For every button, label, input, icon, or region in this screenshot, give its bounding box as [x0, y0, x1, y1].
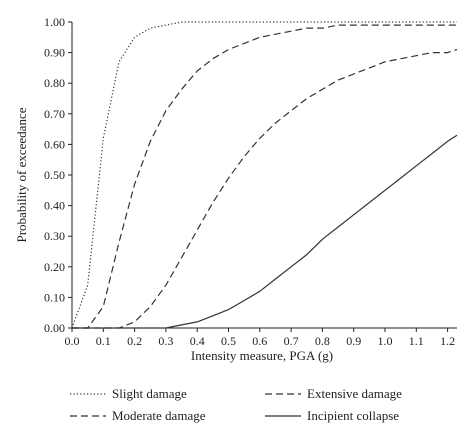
x-axis-title: Intensity measure, PGA (g) — [191, 348, 333, 363]
y-tick-label: 0.60 — [44, 137, 65, 151]
y-ticks: 0.00 0.10 0.20 0.30 0.40 0.50 0.60 0.70 0.80 0.90… — [44, 15, 72, 335]
y-axis-title: Probability of exceedance — [14, 107, 29, 242]
y-tick-label: 0.90 — [44, 46, 65, 60]
legend-label-1: Moderate damage — [112, 408, 206, 423]
axes — [71, 22, 457, 329]
y-tick-label: 1.00 — [44, 15, 65, 29]
y-tick-label: 0.00 — [44, 321, 65, 335]
y-tick-label: 0.20 — [44, 260, 65, 274]
x-tick-label: 0.4 — [190, 334, 205, 348]
x-tick-label: 0.1 — [96, 334, 111, 348]
y-tick-label: 0.70 — [44, 107, 65, 121]
x-tick-label: 0.8 — [315, 334, 330, 348]
x-ticks: 0.0 0.1 0.2 0.3 0.4 0.5 0.6 0.7 0.8 0.9 1.0 1.1 1.2 — [65, 328, 455, 348]
x-tick-label: 0.2 — [127, 334, 142, 348]
x-tick-label: 0.3 — [158, 334, 173, 348]
y-tick-label: 0.30 — [44, 229, 65, 243]
x-tick-label: 0.9 — [346, 334, 361, 348]
legend-label-0: Slight damage — [112, 386, 187, 401]
x-tick-label: 1.2 — [440, 334, 455, 348]
x-tick-label: 1.0 — [378, 334, 393, 348]
legend-label-3: Incipient collapse — [307, 408, 399, 423]
y-tick-label: 0.10 — [44, 290, 65, 304]
series-line-0 — [71, 21, 457, 329]
x-tick-label: 0.7 — [284, 334, 299, 348]
y-tick-label: 0.50 — [44, 168, 65, 182]
legend-label-2: Extensive damage — [307, 386, 402, 401]
x-tick-label: 1.1 — [409, 334, 424, 348]
y-tick-label: 0.40 — [44, 199, 65, 213]
legend: Slight damage Moderate damage Extensive da… — [70, 386, 402, 423]
x-tick-label: 0.6 — [252, 334, 267, 348]
x-tick-label: 0.0 — [65, 334, 80, 348]
series-line-2 — [72, 48, 458, 329]
series-lines — [71, 21, 458, 329]
series-line-1 — [72, 24, 457, 329]
series-line-3 — [72, 134, 458, 329]
y-tick-label: 0.80 — [44, 76, 65, 90]
x-tick-label: 0.5 — [221, 334, 236, 348]
